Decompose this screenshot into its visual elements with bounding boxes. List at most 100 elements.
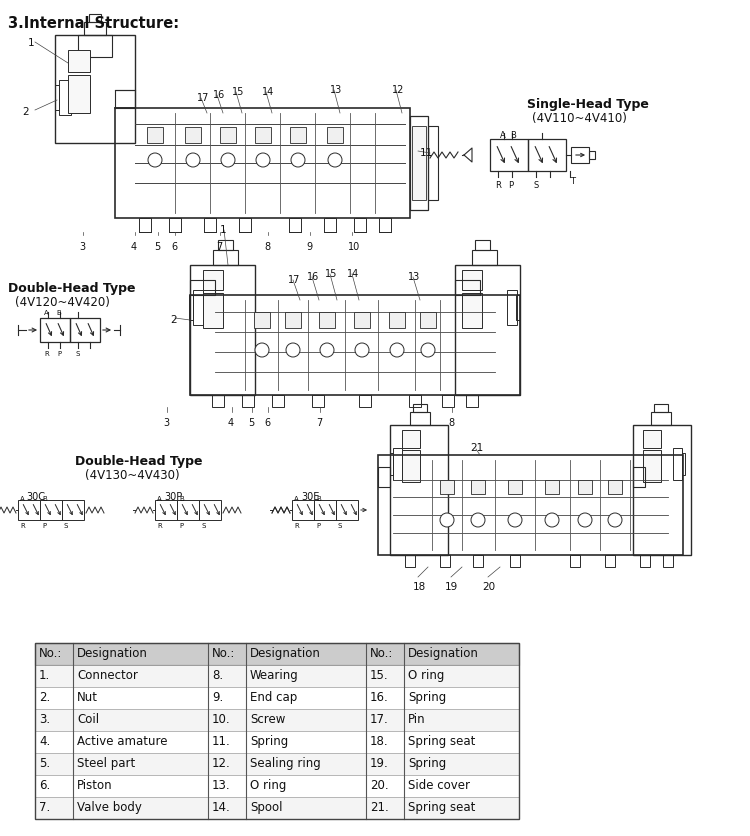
Bar bbox=[242, 395, 254, 407]
Bar bbox=[633, 467, 645, 487]
Text: 4: 4 bbox=[131, 242, 137, 252]
Bar bbox=[378, 467, 390, 487]
Bar bbox=[189, 295, 193, 320]
Bar bbox=[190, 265, 255, 395]
Text: 19: 19 bbox=[445, 582, 458, 592]
Bar bbox=[475, 240, 490, 250]
Text: T: T bbox=[570, 177, 575, 186]
Bar bbox=[115, 108, 410, 218]
Bar bbox=[390, 453, 393, 475]
Text: O ring: O ring bbox=[408, 669, 444, 682]
Text: B: B bbox=[56, 310, 61, 316]
Text: No.:: No.: bbox=[370, 647, 393, 660]
Text: A: A bbox=[500, 131, 506, 140]
Text: 19.: 19. bbox=[370, 757, 388, 770]
Text: B: B bbox=[510, 131, 516, 140]
Text: 15.: 15. bbox=[370, 669, 388, 682]
Text: 3.Internal Structure:: 3.Internal Structure: bbox=[8, 16, 179, 31]
Text: Piston: Piston bbox=[77, 779, 112, 792]
Text: 7: 7 bbox=[316, 418, 322, 428]
Bar bbox=[466, 395, 478, 407]
Bar bbox=[442, 395, 454, 407]
Bar bbox=[640, 555, 650, 567]
Text: Spring: Spring bbox=[250, 735, 288, 748]
Bar bbox=[78, 35, 112, 57]
Bar bbox=[570, 555, 580, 567]
Bar bbox=[18, 500, 40, 520]
Bar bbox=[589, 151, 595, 159]
Text: 14: 14 bbox=[347, 269, 359, 279]
Bar bbox=[440, 480, 454, 494]
Bar bbox=[290, 127, 306, 143]
Bar bbox=[420, 312, 436, 328]
Text: 3: 3 bbox=[79, 242, 85, 252]
Circle shape bbox=[421, 343, 435, 357]
Bar bbox=[68, 50, 90, 72]
Circle shape bbox=[186, 153, 200, 167]
Bar bbox=[169, 218, 181, 232]
Text: 3: 3 bbox=[163, 418, 170, 428]
Text: P: P bbox=[316, 523, 320, 529]
Text: A: A bbox=[157, 496, 162, 502]
Text: 17: 17 bbox=[288, 275, 300, 285]
Text: Side cover: Side cover bbox=[408, 779, 470, 792]
Circle shape bbox=[291, 153, 305, 167]
Bar bbox=[324, 218, 336, 232]
Bar bbox=[455, 280, 480, 295]
Text: 3.: 3. bbox=[39, 713, 50, 726]
Bar bbox=[608, 480, 622, 494]
Text: 17: 17 bbox=[197, 93, 209, 103]
Text: S: S bbox=[533, 181, 538, 190]
Text: 2: 2 bbox=[170, 315, 177, 325]
Bar bbox=[673, 448, 682, 480]
Bar bbox=[84, 22, 106, 35]
Bar bbox=[545, 480, 559, 494]
Bar bbox=[204, 218, 216, 232]
Text: 13: 13 bbox=[330, 85, 342, 95]
Circle shape bbox=[508, 513, 522, 527]
Circle shape bbox=[608, 513, 622, 527]
Bar bbox=[410, 412, 430, 425]
Text: 5.: 5. bbox=[39, 757, 50, 770]
Bar bbox=[643, 450, 661, 482]
Text: 8: 8 bbox=[448, 418, 454, 428]
Bar bbox=[516, 295, 520, 320]
Bar bbox=[354, 312, 370, 328]
Bar bbox=[89, 14, 101, 22]
Bar bbox=[55, 85, 59, 110]
Bar bbox=[272, 395, 284, 407]
Bar bbox=[455, 265, 520, 395]
Text: Spring: Spring bbox=[408, 691, 446, 704]
Text: (4V120~4V420): (4V120~4V420) bbox=[15, 296, 110, 309]
Text: 16.: 16. bbox=[370, 691, 388, 704]
Bar bbox=[327, 127, 343, 143]
Text: 7.: 7. bbox=[39, 801, 50, 814]
Bar bbox=[139, 218, 151, 232]
Text: 8.: 8. bbox=[212, 669, 223, 682]
Text: A: A bbox=[44, 310, 49, 316]
Bar bbox=[390, 425, 448, 555]
Text: B: B bbox=[316, 496, 321, 502]
Text: R: R bbox=[495, 181, 501, 190]
Text: R: R bbox=[294, 523, 298, 529]
Text: 30E: 30E bbox=[301, 492, 320, 502]
Bar bbox=[510, 555, 520, 567]
Text: S: S bbox=[75, 351, 80, 357]
Text: 15: 15 bbox=[232, 87, 244, 97]
Bar bbox=[70, 318, 100, 342]
Bar bbox=[292, 500, 314, 520]
Bar bbox=[35, 753, 519, 775]
Text: 12: 12 bbox=[392, 85, 404, 95]
Bar bbox=[312, 395, 324, 407]
Text: Sealing ring: Sealing ring bbox=[250, 757, 321, 770]
Text: 4.: 4. bbox=[39, 735, 50, 748]
Circle shape bbox=[390, 343, 404, 357]
Bar bbox=[490, 139, 528, 171]
Polygon shape bbox=[464, 148, 472, 162]
Text: Designation: Designation bbox=[250, 647, 321, 660]
Text: 5: 5 bbox=[248, 418, 254, 428]
Text: Nut: Nut bbox=[77, 691, 98, 704]
Bar bbox=[389, 312, 405, 328]
Bar bbox=[147, 127, 163, 143]
Text: R: R bbox=[20, 523, 25, 529]
